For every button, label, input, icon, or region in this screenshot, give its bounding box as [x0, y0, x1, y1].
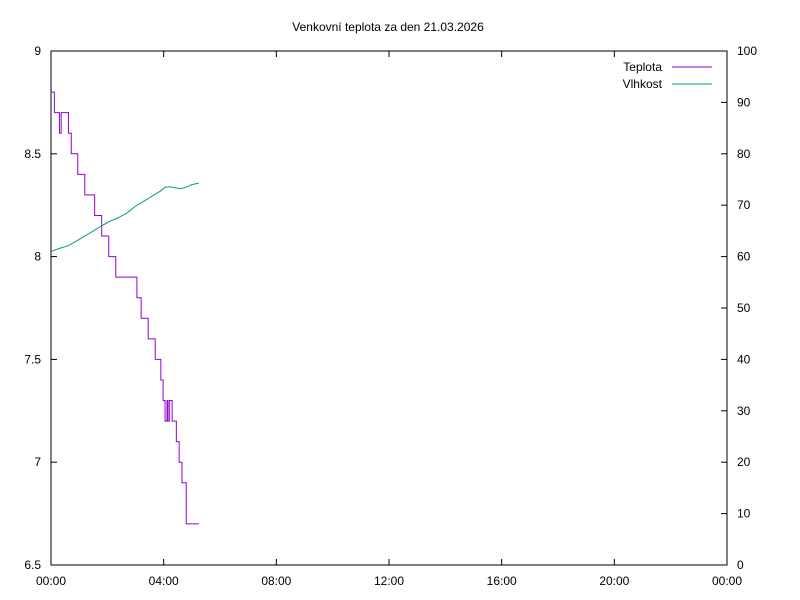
x-tick-label: 00:00: [36, 574, 66, 588]
y2-tick-label: 30: [737, 404, 751, 418]
y-tick-label: 6.5: [24, 558, 41, 572]
chart-title: Venkovní teplota za den 21.03.2026: [292, 20, 484, 34]
y2-tick-label: 50: [737, 301, 751, 315]
legend-label-vlhkost: Vlhkost: [623, 77, 663, 91]
y-tick-label: 8.5: [24, 147, 41, 161]
legend: Teplota Vlhkost: [623, 60, 712, 91]
legend-label-teplota: Teplota: [623, 60, 662, 74]
x-tick-label: 20:00: [599, 574, 629, 588]
y2-tick-label: 90: [737, 95, 751, 109]
y-tick-label: 9: [34, 44, 41, 58]
y-tick-label: 7: [34, 455, 41, 469]
y2-tick-label: 20: [737, 455, 751, 469]
y2-tick-label: 80: [737, 147, 751, 161]
plot-frame: [50, 50, 728, 566]
x-tick-label: 16:00: [487, 574, 517, 588]
series-line-vlhkost: [50, 182, 199, 252]
y2-tick-label: 0: [737, 558, 744, 572]
y2-tick-label: 40: [737, 352, 751, 366]
y-tick-label: 8: [34, 250, 41, 264]
y2-tick-label: 10: [737, 507, 751, 521]
x-axis: 00:00 04:00 08:00 12:00 16:00 20:00 00:00: [36, 51, 742, 588]
series-layer: [50, 91, 199, 525]
y-tick-label: 7.5: [24, 352, 41, 366]
y-axis-left: 9 8.5 8 7.5 7 6.5: [24, 44, 57, 572]
x-tick-label: 12:00: [374, 574, 404, 588]
x-tick-label: 00:00: [712, 574, 742, 588]
y2-tick-label: 70: [737, 198, 751, 212]
y2-tick-label: 60: [737, 250, 751, 264]
x-tick-label: 04:00: [149, 574, 179, 588]
y2-tick-label: 100: [737, 44, 757, 58]
x-tick-label: 08:00: [261, 574, 291, 588]
series-line-teplota: [51, 91, 199, 525]
